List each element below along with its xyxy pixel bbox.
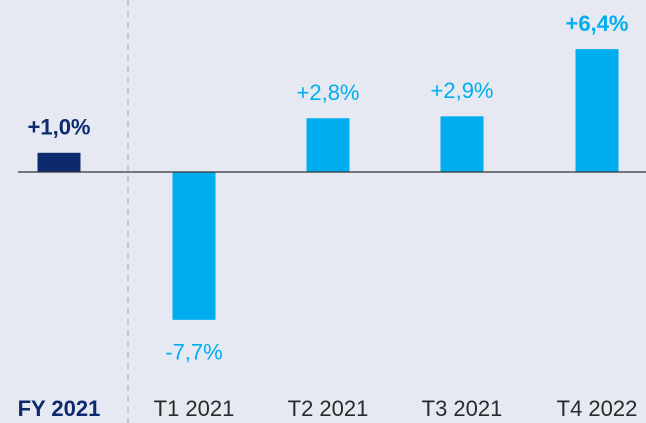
x-tick-label: T4 2022: [557, 396, 638, 421]
bar: [37, 152, 81, 172]
value-label: +1,0%: [28, 115, 91, 140]
x-tick-label: T3 2021: [422, 396, 503, 421]
value-label: +2,9%: [431, 78, 494, 103]
x-tick-label: FY 2021: [18, 396, 101, 421]
bar: [172, 172, 216, 320]
bar: [440, 116, 484, 172]
value-label: -7,7%: [165, 340, 222, 365]
x-tick-label: T1 2021: [154, 396, 235, 421]
bar: [575, 49, 619, 173]
bar: [306, 118, 350, 172]
value-label: +6,4%: [566, 11, 629, 36]
x-tick-label: T2 2021: [288, 396, 369, 421]
value-label: +2,8%: [297, 80, 360, 105]
